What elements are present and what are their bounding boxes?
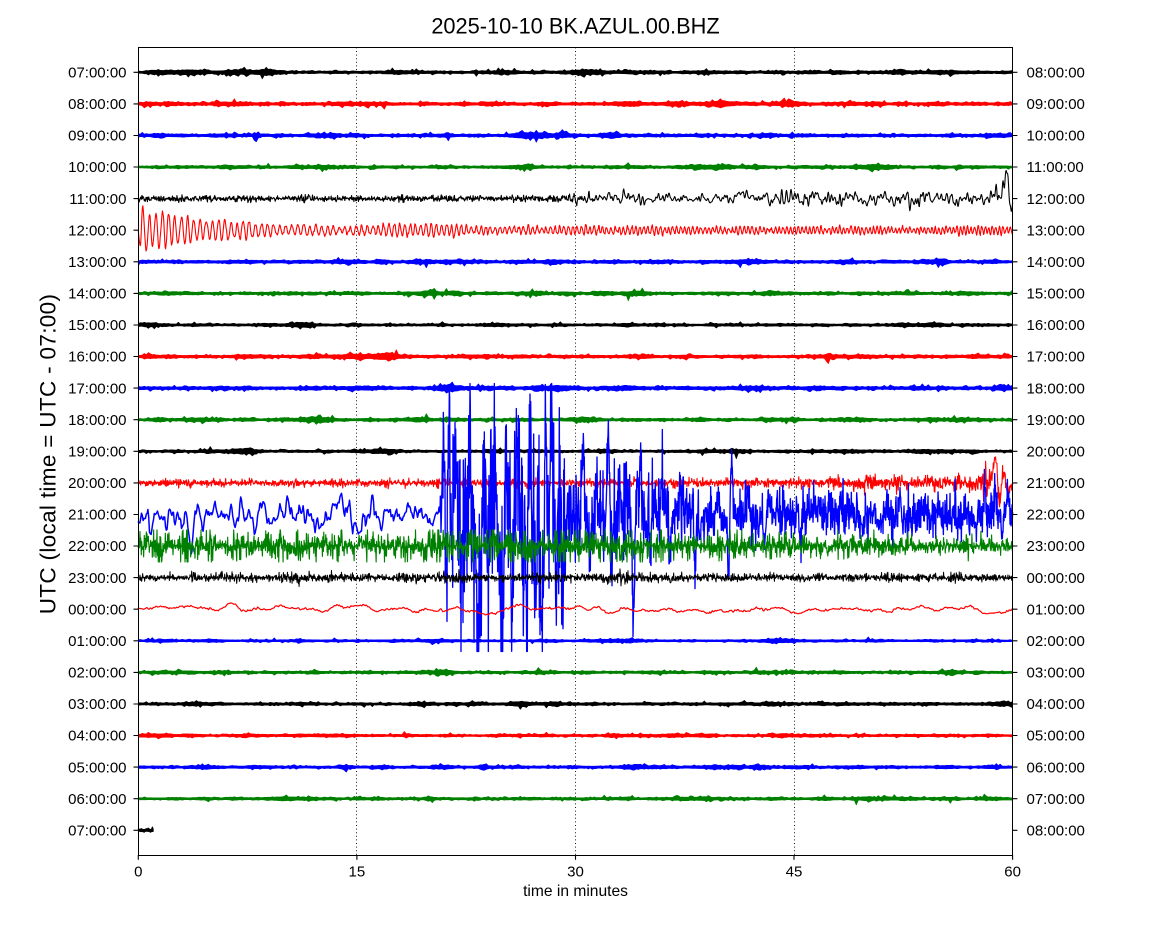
svg-text:11:00:00: 11:00:00 xyxy=(1027,159,1084,176)
svg-text:14:00:00: 14:00:00 xyxy=(68,286,126,303)
svg-text:09:00:00: 09:00:00 xyxy=(68,128,126,145)
svg-text:03:00:00: 03:00:00 xyxy=(1027,665,1085,682)
svg-text:12:00:00: 12:00:00 xyxy=(68,222,126,239)
svg-text:17:00:00: 17:00:00 xyxy=(1027,349,1085,366)
svg-text:07:00:00: 07:00:00 xyxy=(68,65,126,82)
svg-text:05:00:00: 05:00:00 xyxy=(68,759,126,776)
svg-text:02:00:00: 02:00:00 xyxy=(1027,633,1085,650)
svg-text:13:00:00: 13:00:00 xyxy=(1027,222,1085,239)
svg-text:30: 30 xyxy=(567,863,584,880)
svg-text:16:00:00: 16:00:00 xyxy=(68,349,126,366)
svg-text:20:00:00: 20:00:00 xyxy=(1027,444,1085,461)
svg-text:16:00:00: 16:00:00 xyxy=(1027,317,1085,334)
svg-text:06:00:00: 06:00:00 xyxy=(68,791,126,808)
svg-text:14:00:00: 14:00:00 xyxy=(1027,254,1085,271)
svg-text:00:00:00: 00:00:00 xyxy=(1027,570,1085,587)
svg-text:19:00:00: 19:00:00 xyxy=(1027,412,1085,429)
svg-text:23:00:00: 23:00:00 xyxy=(1027,538,1085,555)
svg-text:15:00:00: 15:00:00 xyxy=(68,317,126,334)
svg-text:17:00:00: 17:00:00 xyxy=(68,380,126,397)
svg-text:00:00:00: 00:00:00 xyxy=(68,601,126,618)
svg-text:21:00:00: 21:00:00 xyxy=(68,507,126,524)
svg-text:08:00:00: 08:00:00 xyxy=(1027,65,1085,82)
svg-text:08:00:00: 08:00:00 xyxy=(68,96,126,113)
svg-text:0: 0 xyxy=(134,863,142,880)
svg-text:15: 15 xyxy=(349,863,366,880)
svg-text:07:00:00: 07:00:00 xyxy=(1027,791,1085,808)
svg-text:04:00:00: 04:00:00 xyxy=(68,728,126,745)
svg-text:10:00:00: 10:00:00 xyxy=(1027,128,1085,145)
svg-text:04:00:00: 04:00:00 xyxy=(1027,696,1085,713)
svg-text:08:00:00: 08:00:00 xyxy=(1027,823,1085,840)
svg-text:20:00:00: 20:00:00 xyxy=(68,475,126,492)
svg-text:03:00:00: 03:00:00 xyxy=(68,696,126,713)
svg-text:02:00:00: 02:00:00 xyxy=(68,665,126,682)
svg-text:22:00:00: 22:00:00 xyxy=(68,538,126,555)
svg-text:11:00:00: 11:00:00 xyxy=(69,191,126,208)
svg-text:2025-10-10 BK.AZUL.00.BHZ: 2025-10-10 BK.AZUL.00.BHZ xyxy=(431,14,719,39)
svg-text:19:00:00: 19:00:00 xyxy=(68,444,126,461)
svg-text:18:00:00: 18:00:00 xyxy=(68,412,126,429)
svg-text:06:00:00: 06:00:00 xyxy=(1027,759,1085,776)
svg-text:15:00:00: 15:00:00 xyxy=(1027,286,1085,303)
svg-text:07:00:00: 07:00:00 xyxy=(68,823,126,840)
svg-text:22:00:00: 22:00:00 xyxy=(1027,507,1085,524)
svg-text:12:00:00: 12:00:00 xyxy=(1027,191,1085,208)
svg-text:05:00:00: 05:00:00 xyxy=(1027,728,1085,745)
svg-text:23:00:00: 23:00:00 xyxy=(68,570,126,587)
svg-text:18:00:00: 18:00:00 xyxy=(1027,380,1085,397)
svg-text:10:00:00: 10:00:00 xyxy=(68,159,126,176)
svg-text:UTC (local time = UTC - 07:00): UTC (local time = UTC - 07:00) xyxy=(36,294,61,615)
svg-text:60: 60 xyxy=(1004,863,1021,880)
svg-text:01:00:00: 01:00:00 xyxy=(1027,601,1085,618)
svg-text:09:00:00: 09:00:00 xyxy=(1027,96,1085,113)
svg-text:time in minutes: time in minutes xyxy=(523,883,628,900)
svg-text:21:00:00: 21:00:00 xyxy=(1027,475,1085,492)
svg-text:01:00:00: 01:00:00 xyxy=(68,633,126,650)
svg-text:13:00:00: 13:00:00 xyxy=(68,254,126,271)
svg-text:45: 45 xyxy=(786,863,803,880)
